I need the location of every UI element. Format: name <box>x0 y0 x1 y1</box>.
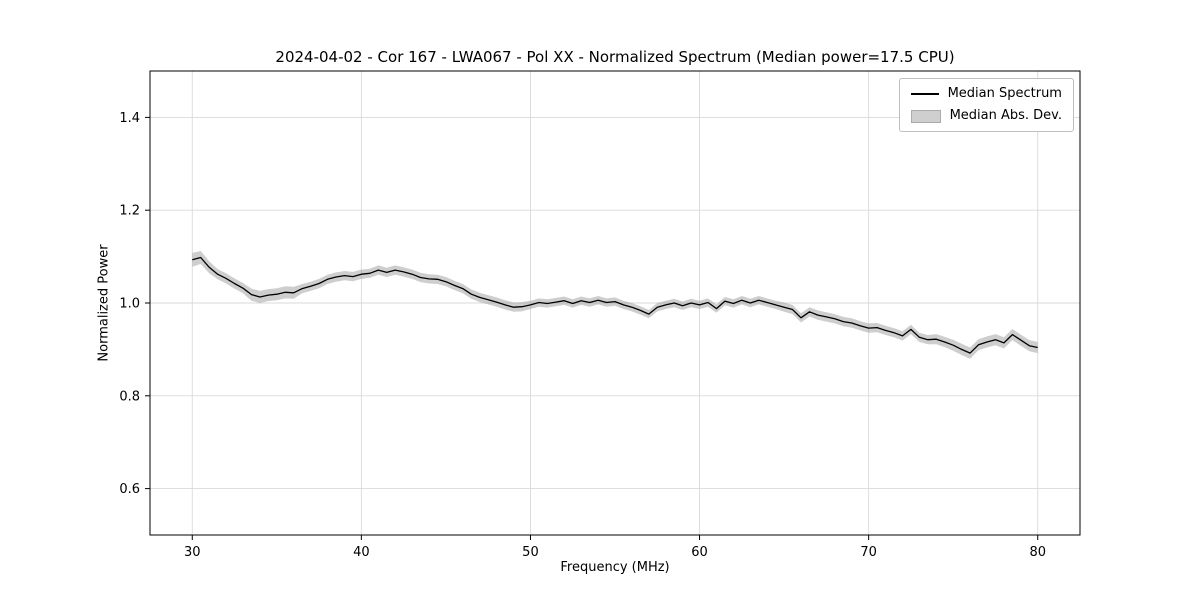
y-axis-label: Normalized Power <box>96 244 112 362</box>
svg-text:1.0: 1.0 <box>119 297 140 312</box>
x-axis-label: Frequency (MHz) <box>560 560 670 575</box>
svg-text:1.4: 1.4 <box>119 111 140 126</box>
svg-text:0.8: 0.8 <box>119 389 140 404</box>
svg-text:1.2: 1.2 <box>119 204 140 219</box>
legend: Median Spectrum Median Abs. Dev. <box>898 78 1074 132</box>
median-line-swatch-icon <box>910 93 939 95</box>
legend-item-median-spectrum: Median Spectrum <box>910 86 1062 102</box>
svg-text:40: 40 <box>353 545 370 560</box>
svg-text:50: 50 <box>522 545 539 560</box>
svg-text:80: 80 <box>1029 545 1046 560</box>
legend-label-median-spectrum: Median Spectrum <box>947 86 1062 101</box>
mad-band-swatch-icon <box>910 109 941 123</box>
svg-text:60: 60 <box>691 545 708 560</box>
svg-text:0.6: 0.6 <box>119 482 140 497</box>
svg-text:70: 70 <box>860 545 877 560</box>
legend-label-median-abs-dev: Median Abs. Dev. <box>949 108 1062 123</box>
legend-item-median-abs-dev: Median Abs. Dev. <box>910 108 1062 124</box>
svg-text:30: 30 <box>184 545 201 560</box>
chart-title: 2024-04-02 - Cor 167 - LWA067 - Pol XX -… <box>275 48 955 66</box>
